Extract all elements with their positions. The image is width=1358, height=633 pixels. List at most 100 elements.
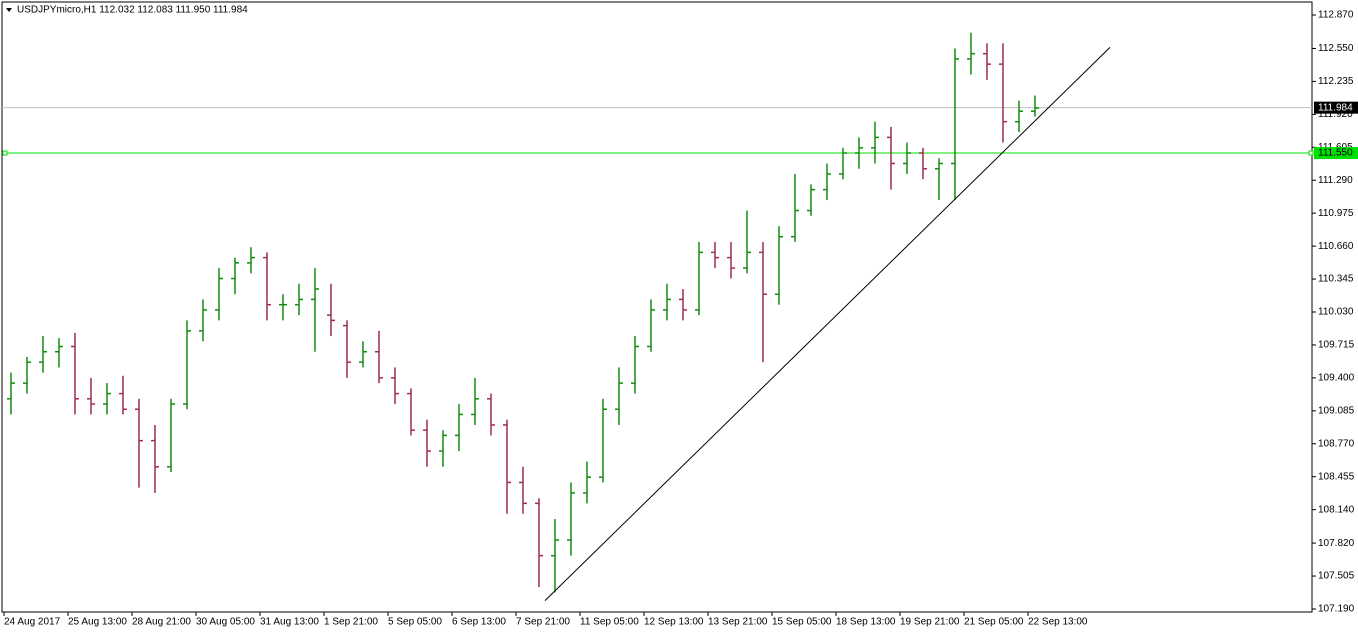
ohlc-bar (119, 375, 127, 415)
ohlc-bar (167, 398, 175, 473)
ohlc-bar (295, 283, 303, 316)
level-label-box (1314, 147, 1358, 160)
ohlc-bar (791, 173, 799, 242)
x-tick-label: 1 Sep 21:00 (324, 617, 378, 628)
ohlc-bar (423, 419, 431, 467)
ohlc-bar (951, 48, 959, 201)
y-tick-label: 108.770 (1318, 438, 1355, 449)
ohlc-bar (935, 158, 943, 201)
ohlc-bar (151, 424, 159, 493)
ohlc-bar (439, 430, 447, 467)
ohlc-bar (647, 299, 655, 352)
ohlc-bar (631, 336, 639, 394)
ohlc-bar (375, 330, 383, 384)
ohlc-bar (391, 367, 399, 405)
ohlc-bar (599, 398, 607, 483)
ohlc-bar (279, 294, 287, 321)
ohlc-bar (551, 519, 559, 593)
y-tick-label: 111.920 (1318, 109, 1353, 120)
ohlc-bar (983, 43, 991, 80)
ohlc-bar (311, 268, 319, 352)
ohlc-bar (23, 356, 31, 394)
ohlc-bar (887, 126, 895, 190)
ohlc-bar (183, 320, 191, 410)
y-tick-label: 110.345 (1318, 274, 1354, 285)
ohlc-bar (967, 32, 975, 75)
y-tick-label: 109.715 (1318, 340, 1355, 351)
y-tick-label: 109.085 (1318, 405, 1355, 416)
ohlc-bar (727, 241, 735, 279)
ohlc-bar (407, 388, 415, 436)
ohlc-bar (807, 184, 815, 216)
y-tick-label: 112.235 (1318, 76, 1354, 87)
y-tick-label: 107.190 (1318, 604, 1355, 615)
x-tick-label: 12 Sep 13:00 (644, 617, 704, 628)
x-tick-label: 31 Aug 13:00 (260, 617, 319, 628)
ohlc-bar (919, 147, 927, 180)
ohlc-bar (343, 320, 351, 378)
x-tick-label: 13 Sep 21:00 (708, 617, 768, 628)
ohlc-bar (1031, 95, 1039, 117)
ohlc-bar (231, 257, 239, 295)
ohlc-bar (247, 247, 255, 274)
ohlc-bar (455, 404, 463, 452)
x-tick-label: 15 Sep 05:00 (772, 617, 832, 628)
ohlc-bar (55, 338, 63, 368)
ohlc-bar (359, 341, 367, 368)
ohlc-bar (519, 466, 527, 514)
ohlc-bar (999, 43, 1007, 143)
ohlc-bar (1015, 100, 1023, 133)
ohlc-bar (695, 241, 703, 316)
ohlc-bar (7, 372, 15, 415)
ohlc-bar (263, 252, 271, 321)
ohlc-bar (759, 241, 767, 363)
ohlc-bar (839, 147, 847, 180)
ohlc-bar (871, 121, 879, 164)
y-tick-label: 112.550 (1318, 43, 1354, 54)
x-tick-label: 25 Aug 13:00 (68, 617, 127, 628)
x-tick-label: 6 Sep 13:00 (452, 617, 506, 628)
level-handle (1308, 150, 1314, 156)
x-tick-label: 7 Sep 21:00 (516, 617, 570, 628)
x-tick-label: 22 Sep 13:00 (1028, 617, 1088, 628)
x-tick-label: 30 Aug 05:00 (196, 617, 255, 628)
x-tick-label: 5 Sep 05:00 (388, 617, 442, 628)
y-tick-label: 108.140 (1318, 504, 1355, 515)
level-handle (2, 150, 8, 156)
ohlc-bar (679, 288, 687, 321)
ohlc-bar (823, 163, 831, 201)
y-tick-label: 107.820 (1318, 538, 1355, 549)
ohlc-bar (903, 142, 911, 174)
ohlc-bar (535, 498, 543, 588)
ohlc-bar (215, 268, 223, 321)
chart-title: USDJPYmicro,H1 112.032 112.083 111.950 1… (17, 5, 248, 16)
ohlc-bar (503, 419, 511, 514)
x-tick-label: 24 Aug 2017 (4, 617, 61, 628)
y-tick-label: 109.400 (1318, 373, 1355, 384)
x-tick-label: 18 Sep 13:00 (836, 617, 896, 628)
ohlc-bar (583, 461, 591, 504)
menu-arrow[interactable] (6, 8, 12, 12)
ohlc-bar (71, 332, 79, 415)
y-tick-label: 110.975 (1318, 208, 1354, 219)
ohlc-bar (855, 137, 863, 169)
plot-frame (1, 1, 1313, 613)
ohlc-bar (87, 377, 95, 415)
ohlc-bar (487, 393, 495, 436)
ohlc-bar (135, 398, 143, 488)
ohlc-bar (615, 367, 623, 425)
y-tick-label: 110.660 (1318, 241, 1354, 252)
ohlc-bar (775, 226, 783, 305)
y-tick-label: 110.030 (1318, 307, 1354, 318)
x-tick-label: 11 Sep 05:00 (580, 617, 639, 628)
price-label: 111.984 (1318, 102, 1353, 113)
ohlc-bar (711, 241, 719, 269)
price-label-box (1314, 101, 1358, 114)
ohlc-bar (39, 336, 47, 373)
ohlc-bar (663, 283, 671, 321)
ohlc-bar (199, 299, 207, 342)
x-tick-label: 21 Sep 05:00 (964, 617, 1024, 628)
x-tick-label: 28 Aug 21:00 (132, 617, 191, 628)
level-label: 111.550 (1318, 148, 1353, 159)
